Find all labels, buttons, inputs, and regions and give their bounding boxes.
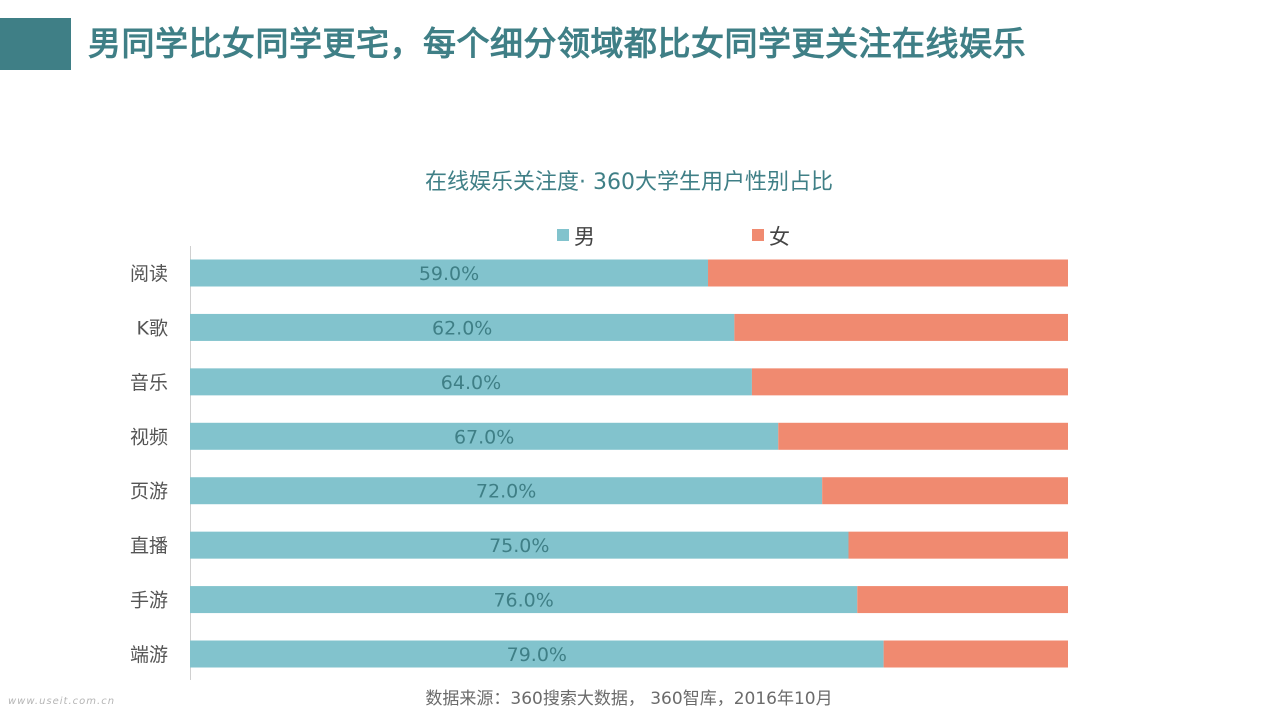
category-label: K歌 [137, 317, 168, 339]
bar-female [857, 586, 1068, 614]
category-label: 页游 [130, 481, 168, 503]
bar-female [708, 259, 1068, 287]
slide-title: 男同学比女同学更宅，每个细分领域都比女同学更关注在线娱乐 [88, 24, 1026, 63]
chart-title: 在线娱乐关注度· 360大学生用户性别占比 [425, 170, 833, 195]
bar-male [190, 368, 752, 396]
category-label: 视频 [130, 426, 168, 448]
bar-female [883, 640, 1068, 668]
data-source-note: 数据来源：360搜索大数据， 360智库，2016年10月 [425, 689, 833, 709]
legend-label-female: 女 [769, 225, 790, 249]
bar-male [190, 422, 779, 450]
category-label: 阅读 [130, 263, 168, 285]
legend-label-male: 男 [574, 225, 595, 249]
category-label: 直播 [130, 535, 168, 557]
legend-swatch-female [752, 229, 764, 241]
category-label: 端游 [130, 644, 168, 666]
bar-male [190, 259, 709, 287]
data-label-male: 64.0% [441, 372, 501, 394]
bar-female [751, 368, 1068, 396]
title-accent-bar [0, 18, 71, 70]
data-label-male: 67.0% [454, 426, 514, 448]
watermark-text: www.useit.com.cn [8, 696, 116, 707]
category-label: 音乐 [130, 372, 168, 394]
data-label-male: 62.0% [432, 317, 492, 339]
legend-swatch-male [557, 229, 569, 241]
bar-male [190, 531, 849, 559]
bar-female [734, 313, 1068, 341]
category-label: 手游 [130, 590, 168, 612]
data-label-male: 76.0% [493, 590, 553, 612]
data-label-male: 72.0% [476, 481, 536, 503]
bar-male [190, 586, 858, 614]
bar-female [848, 531, 1068, 559]
bar-female [822, 477, 1068, 505]
bar-male [190, 313, 735, 341]
data-label-male: 59.0% [419, 263, 479, 285]
bar-male [190, 477, 823, 505]
bar-male [190, 640, 884, 668]
data-label-male: 79.0% [507, 644, 567, 666]
data-label-male: 75.0% [489, 535, 549, 557]
bar-female [778, 422, 1068, 450]
